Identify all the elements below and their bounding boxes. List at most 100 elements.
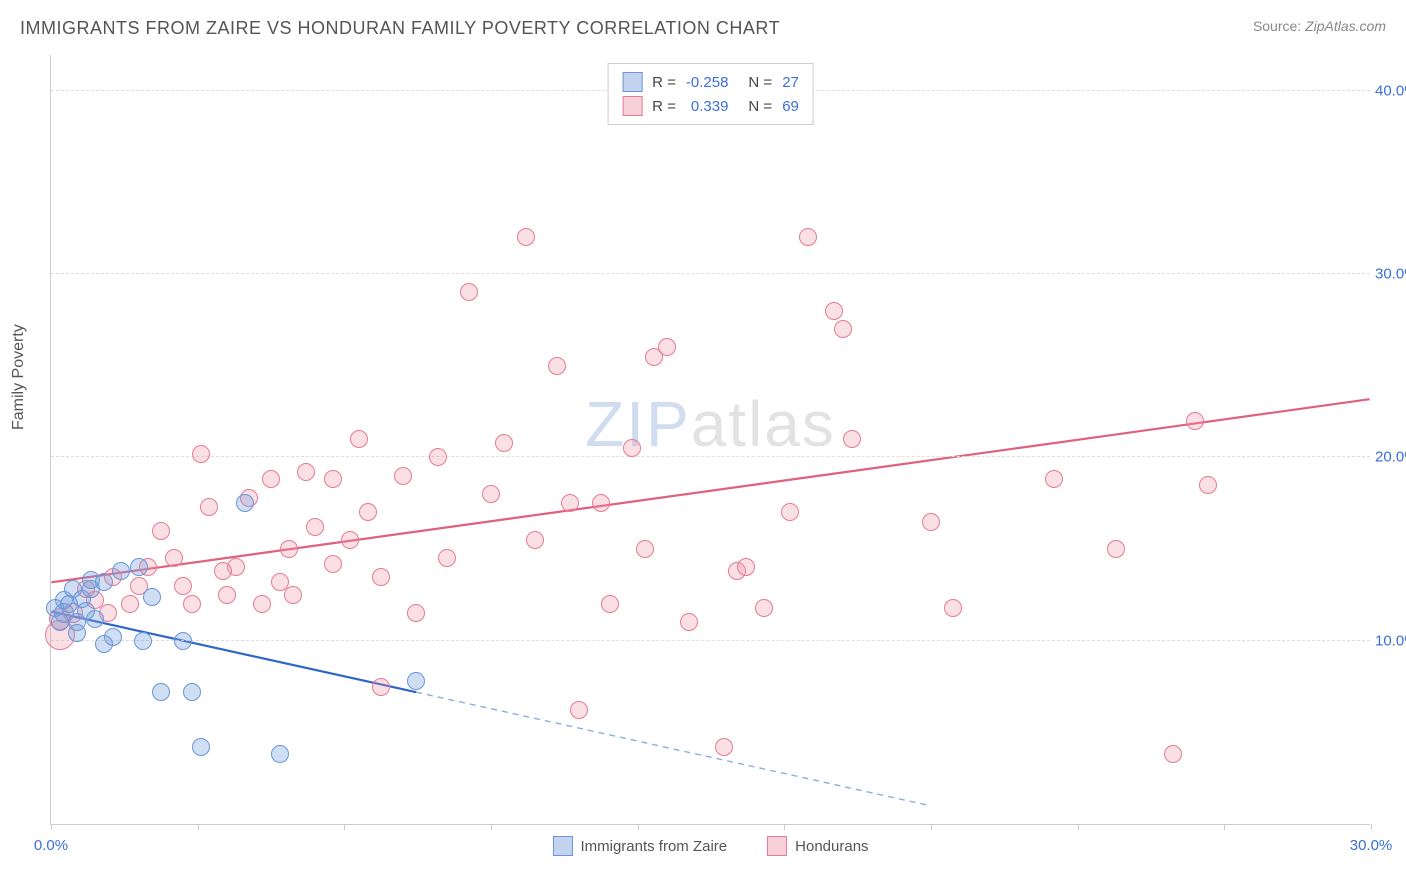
r-value-pink: 0.339 (691, 98, 729, 115)
source-label: Source: (1253, 18, 1301, 34)
data-point (1045, 470, 1063, 488)
data-point (280, 540, 298, 558)
data-point (359, 503, 377, 521)
data-point (200, 498, 218, 516)
data-point (1107, 540, 1125, 558)
gridline-h (51, 456, 1370, 457)
data-point (284, 586, 302, 604)
data-point (517, 228, 535, 246)
data-point (152, 522, 170, 540)
x-tick (1224, 824, 1225, 830)
data-point (297, 463, 315, 481)
data-point (183, 595, 201, 613)
gridline-h (51, 640, 1370, 641)
data-point (548, 357, 566, 375)
watermark-atlas: atlas (691, 388, 836, 460)
data-point (680, 613, 698, 631)
y-axis-label: Family Poverty (10, 324, 28, 430)
data-point (394, 467, 412, 485)
legend-label-blue: Immigrants from Zaire (580, 838, 727, 855)
source-attribution: Source: ZipAtlas.com (1253, 18, 1386, 34)
data-point (922, 513, 940, 531)
data-point (825, 302, 843, 320)
n-value-pink: 69 (782, 98, 799, 115)
swatch-pink (622, 96, 642, 116)
data-point (1186, 412, 1204, 430)
data-point (262, 470, 280, 488)
r-value-blue: -0.258 (686, 74, 729, 91)
data-point (407, 672, 425, 690)
data-point (174, 632, 192, 650)
trend-lines (51, 55, 1370, 824)
data-point (636, 540, 654, 558)
data-point (95, 573, 113, 591)
legend-item-pink: Hondurans (767, 836, 868, 856)
data-point (253, 595, 271, 613)
data-point (601, 595, 619, 613)
data-point (561, 494, 579, 512)
data-point (372, 678, 390, 696)
r-label: R = (652, 74, 676, 91)
legend-item-blue: Immigrants from Zaire (552, 836, 727, 856)
data-point (944, 599, 962, 617)
x-tick (784, 824, 785, 830)
data-point (218, 586, 236, 604)
data-point (95, 635, 113, 653)
x-tick (1371, 824, 1372, 830)
data-point (1199, 476, 1217, 494)
plot-area: ZIPatlas R = -0.258 N = 27 R = 0.339 N =… (50, 55, 1370, 825)
data-point (271, 745, 289, 763)
x-tick-label: 0.0% (34, 837, 68, 854)
data-point (192, 738, 210, 756)
source-name: ZipAtlas.com (1305, 18, 1386, 34)
data-point (429, 448, 447, 466)
data-point (715, 738, 733, 756)
data-point (482, 485, 500, 503)
x-tick (638, 824, 639, 830)
data-point (236, 494, 254, 512)
swatch-pink (767, 836, 787, 856)
data-point (183, 683, 201, 701)
data-point (407, 604, 425, 622)
data-point (68, 624, 86, 642)
data-point (306, 518, 324, 536)
n-value-blue: 27 (782, 74, 799, 91)
data-point (799, 228, 817, 246)
legend-stats: R = -0.258 N = 27 R = 0.339 N = 69 (607, 63, 814, 125)
x-tick (931, 824, 932, 830)
data-point (526, 531, 544, 549)
gridline-h (51, 273, 1370, 274)
x-tick (1078, 824, 1079, 830)
chart-title: IMMIGRANTS FROM ZAIRE VS HONDURAN FAMILY… (20, 18, 780, 38)
y-tick-label: 30.0% (1375, 266, 1406, 283)
data-point (271, 573, 289, 591)
y-tick-label: 10.0% (1375, 632, 1406, 649)
data-point (460, 283, 478, 301)
data-point (77, 602, 95, 620)
data-point (1164, 745, 1182, 763)
data-point (130, 558, 148, 576)
data-point (658, 338, 676, 356)
data-point (324, 555, 342, 573)
swatch-blue (552, 836, 572, 856)
r-label: R = (652, 98, 676, 115)
data-point (174, 577, 192, 595)
data-point (737, 558, 755, 576)
data-point (592, 494, 610, 512)
data-point (438, 549, 456, 567)
swatch-blue (622, 72, 642, 92)
y-tick-label: 40.0% (1375, 82, 1406, 99)
legend-row-pink: R = 0.339 N = 69 (622, 94, 799, 118)
x-tick-label: 30.0% (1350, 837, 1393, 854)
data-point (350, 430, 368, 448)
data-point (121, 595, 139, 613)
legend-row-blue: R = -0.258 N = 27 (622, 70, 799, 94)
data-point (112, 562, 130, 580)
data-point (165, 549, 183, 567)
data-point (341, 531, 359, 549)
x-tick (51, 824, 52, 830)
data-point (495, 434, 513, 452)
legend-label-pink: Hondurans (795, 838, 868, 855)
data-point (834, 320, 852, 338)
x-tick (198, 824, 199, 830)
